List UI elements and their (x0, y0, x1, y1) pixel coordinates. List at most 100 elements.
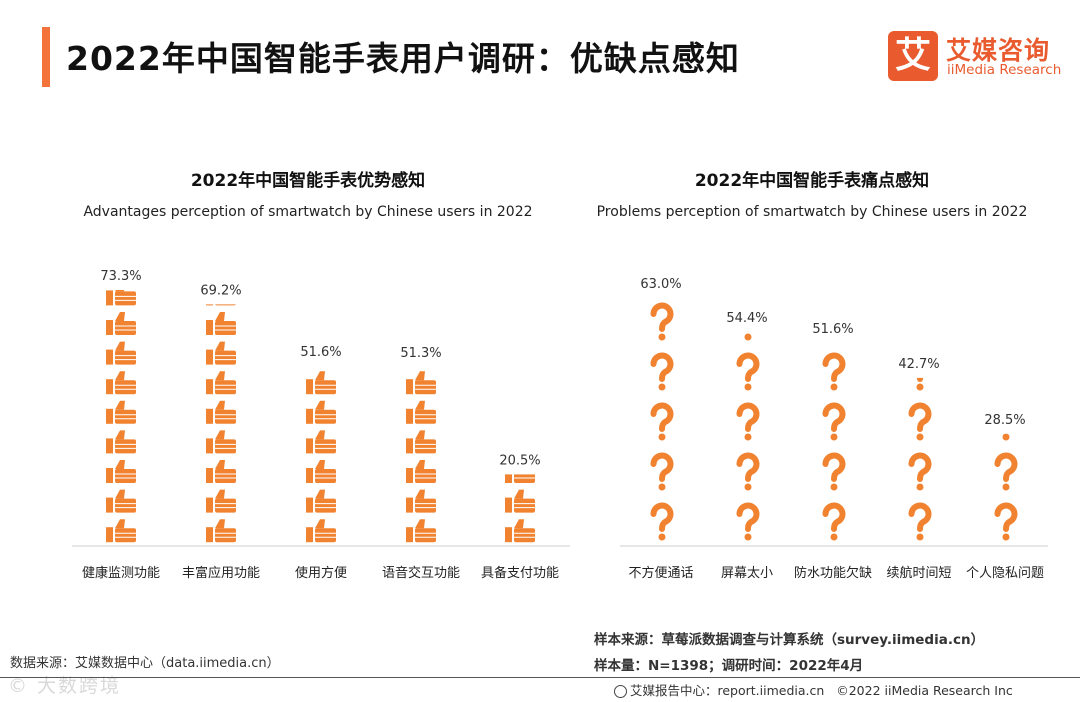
footer-divider (0, 677, 1080, 678)
question-mark-icon (912, 456, 929, 491)
question-mark-icon (654, 456, 671, 491)
question-mark-icon (654, 506, 671, 541)
thumbs-up-icon (205, 341, 237, 366)
pain-chart-title: 2022年中国智能手表痛点感知 (695, 170, 929, 191)
pain-value-label: 42.7% (898, 357, 939, 372)
logo-mark: 艾 (888, 31, 938, 81)
footer-report: 艾媒报告中心：report.iimedia.cn ©2022 iiMedia R… (614, 680, 1013, 699)
iimedia-logo: 艾 艾媒咨询 iiMedia Research (888, 31, 1070, 81)
thumbs-up-icon (205, 459, 237, 484)
thumbs-up-icon (105, 290, 137, 306)
question-mark-icon (826, 356, 843, 391)
thumbs-up-icon (205, 429, 237, 454)
adv-category-label: 健康监测功能 (82, 565, 160, 581)
adv-category-label: 使用方便 (295, 565, 347, 581)
question-mark-icon (826, 456, 843, 491)
pain-category-label: 个人隐私问题 (966, 566, 1044, 581)
thumbs-up-icon (205, 489, 237, 514)
sample-source: 样本来源：草莓派数据调查与计算系统（survey.iimedia.cn） (594, 632, 985, 648)
pain-category-label: 防水功能欠缺 (794, 565, 872, 581)
pain-value-label: 54.4% (726, 311, 767, 326)
thumbs-up-icon (205, 400, 237, 425)
thumbs-up-icon (205, 518, 237, 543)
globe-icon (614, 685, 627, 698)
page-title: 2022年中国智能手表用户调研：优缺点感知 (66, 39, 740, 78)
question-mark-icon (740, 456, 757, 491)
thumbs-up-icon (105, 489, 137, 514)
question-mark-icon (826, 506, 843, 541)
question-mark-icon (740, 356, 757, 391)
thumbs-up-icon (505, 430, 535, 453)
thumbs-up-icon (405, 489, 437, 514)
question-mark-icon (826, 406, 843, 441)
adv-value-label: 51.6% (300, 345, 341, 360)
adv-value-label: 73.3% (100, 269, 141, 284)
question-mark-icon (912, 406, 929, 441)
pain-bar (912, 306, 929, 541)
pain-category-label: 不方便通话 (628, 565, 693, 581)
thumbs-up-icon (406, 312, 436, 335)
logo-name-en: iiMedia Research (947, 62, 1062, 78)
question-mark-icon (740, 506, 757, 541)
question-mark-icon (998, 456, 1015, 491)
question-mark-icon (998, 506, 1015, 541)
pain-category-label: 续航时间短 (886, 565, 951, 581)
watermark: © 大数跨境 (8, 675, 122, 697)
thumbs-up-icon (504, 518, 536, 543)
thumbs-up-icon (105, 429, 137, 454)
question-mark-icon (740, 256, 757, 291)
pain-bar (826, 256, 843, 541)
pain-bar (740, 256, 757, 541)
thumbs-up-icon (205, 370, 237, 395)
adv-category-label: 语音交互功能 (382, 565, 460, 581)
thumbs-up-icon (405, 400, 437, 425)
thumbs-up-icon (206, 253, 236, 276)
pain-chart-subtitle: Problems perception of smartwatch by Chi… (597, 204, 1028, 220)
data-source: 数据来源：艾媒数据中心（data.iimedia.cn） (10, 656, 280, 671)
logo-name-cn: 艾媒咨询 (946, 36, 1051, 65)
adv-chart-subtitle: Advantages perception of smartwatch by C… (83, 204, 532, 220)
adv-value-label: 20.5% (499, 453, 540, 468)
charts-canvas: 2022年中国智能手表优势感知 Advantages perception of … (72, 170, 1048, 581)
thumbs-up-icon (305, 400, 337, 425)
pain-category-label: 屏幕太小 (721, 566, 773, 581)
thumbs-up-icon (105, 370, 137, 395)
pain-value-label: 51.6% (812, 322, 853, 337)
thumbs-up-icon (305, 489, 337, 514)
thumbs-up-icon (105, 341, 137, 366)
adv-value-label: 69.2% (200, 283, 241, 298)
adv-bar (105, 290, 137, 543)
question-mark-icon (654, 356, 671, 391)
thumbs-up-icon (305, 459, 337, 484)
thumbs-up-icon (105, 518, 137, 543)
pain-chart: 2022年中国智能手表痛点感知 Problems perception of sm… (597, 170, 1048, 581)
adv-category-label: 具备支付功能 (481, 565, 559, 581)
question-mark-icon (912, 506, 929, 541)
question-mark-icon (654, 306, 671, 341)
copyright: ©2022 iiMedia Research Inc (836, 683, 1013, 698)
pain-bar (654, 256, 671, 541)
adv-chart: 2022年中国智能手表优势感知 Advantages perception of … (72, 170, 570, 581)
thumbs-up-icon (405, 459, 437, 484)
thumbs-up-icon (105, 311, 137, 336)
adv-category-label: 丰富应用功能 (182, 565, 260, 581)
adv-chart-title: 2022年中国智能手表优势感知 (191, 170, 425, 191)
thumbs-up-icon (405, 370, 437, 395)
thumbs-up-icon (305, 518, 337, 543)
thumbs-up-icon (305, 429, 337, 454)
pain-value-label: 63.0% (640, 277, 681, 292)
thumbs-up-icon (205, 311, 237, 336)
thumbs-up-icon (405, 518, 437, 543)
question-mark-icon (998, 356, 1015, 391)
adv-bar (504, 430, 536, 543)
sample-size: 样本量：N=1398；调研时间：2022年4月 (594, 658, 864, 674)
question-mark-icon (826, 256, 843, 291)
pain-value-label: 28.5% (984, 413, 1025, 428)
pain-bar (998, 356, 1015, 541)
thumbs-up-icon (105, 459, 137, 484)
thumbs-up-icon (105, 400, 137, 425)
title-accent-bar (42, 27, 50, 87)
report-center-link[interactable]: 艾媒报告中心：report.iimedia.cn (630, 683, 825, 698)
question-mark-icon (740, 406, 757, 441)
thumbs-up-icon (306, 312, 336, 335)
